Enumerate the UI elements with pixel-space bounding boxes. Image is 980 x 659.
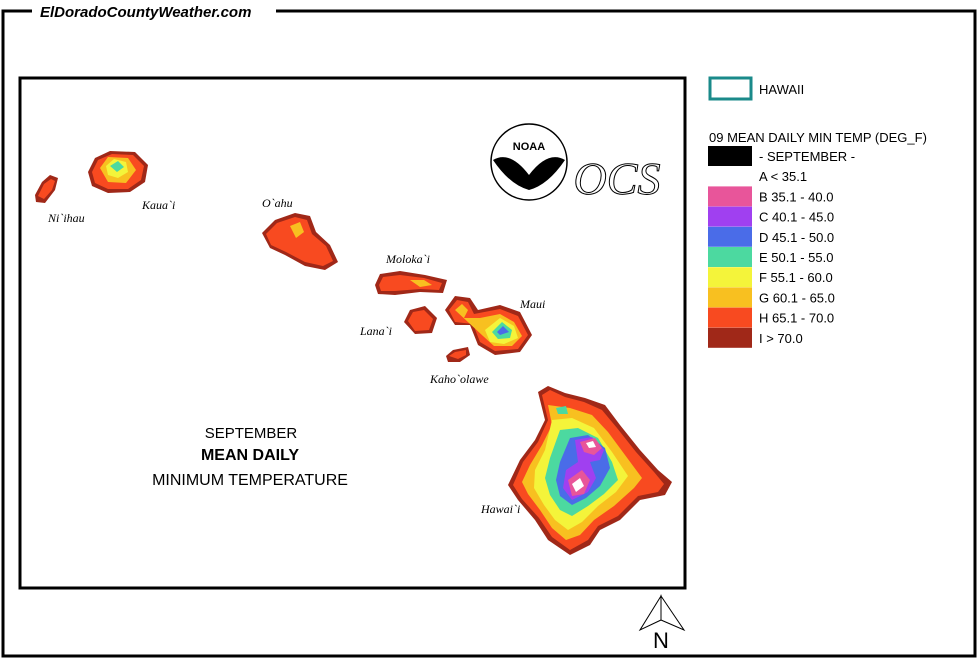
island bbox=[572, 478, 584, 492]
legend-swatch bbox=[708, 186, 752, 207]
legend-swatch bbox=[708, 166, 752, 187]
island bbox=[379, 275, 442, 291]
island bbox=[497, 326, 509, 335]
region-label: HAWAII bbox=[759, 82, 804, 97]
island bbox=[408, 310, 433, 331]
island bbox=[110, 161, 124, 172]
legend-label: - SEPTEMBER - bbox=[759, 149, 855, 164]
island-label: Hawai`i bbox=[480, 502, 520, 516]
island-label: Maui bbox=[519, 297, 545, 311]
island bbox=[586, 441, 596, 448]
legend-title: 09 MEAN DAILY MIN TEMP (DEG_F) bbox=[709, 130, 927, 145]
noaa-bird bbox=[493, 157, 565, 190]
legend-swatch bbox=[708, 287, 752, 308]
legend-swatch bbox=[708, 146, 752, 166]
island-label: Lana`i bbox=[359, 324, 392, 338]
noaa-logo bbox=[490, 123, 568, 201]
legend-swatch bbox=[708, 327, 752, 348]
map-title-line: MINIMUM TEMPERATURE bbox=[152, 472, 348, 489]
island-label: Ni`ihau bbox=[47, 211, 85, 225]
map-title-line: MEAN DAILY bbox=[201, 447, 299, 464]
island bbox=[290, 222, 304, 238]
legend-swatch bbox=[708, 307, 752, 328]
island-label: Kaua`i bbox=[141, 198, 175, 212]
island-label: O`ahu bbox=[262, 196, 293, 210]
legend: - SEPTEMBER - A < 35.1 B 35.1 - 40.0 C 40.1… bbox=[708, 146, 855, 348]
island bbox=[410, 280, 432, 287]
north-arrow bbox=[638, 594, 662, 632]
legend-swatch bbox=[708, 206, 752, 227]
legend-label: D 45.1 - 50.0 bbox=[759, 230, 834, 245]
title-backdrop bbox=[32, 2, 276, 22]
island-label: Kaho`olawe bbox=[429, 372, 489, 386]
legend-label: A < 35.1 bbox=[759, 169, 807, 184]
islands bbox=[35, 151, 672, 555]
island bbox=[556, 406, 568, 414]
noaa-text: NOAA bbox=[513, 141, 545, 153]
north-arrow bbox=[660, 594, 686, 632]
legend-label: H 65.1 - 70.0 bbox=[759, 311, 834, 326]
site-title: ElDoradoCountyWeather.com bbox=[40, 4, 251, 21]
north-label: N bbox=[653, 628, 669, 653]
island bbox=[38, 179, 55, 199]
ocs-logo: OCS bbox=[574, 153, 661, 204]
legend-label: C 40.1 - 45.0 bbox=[759, 210, 834, 225]
island-label: Moloka`i bbox=[385, 252, 430, 266]
region-swatch bbox=[708, 76, 753, 101]
map-title-line: SEPTEMBER bbox=[205, 425, 298, 442]
legend-label: E 50.1 - 55.0 bbox=[759, 250, 833, 265]
legend-swatch bbox=[708, 226, 752, 247]
island bbox=[266, 217, 333, 266]
legend-label: F 55.1 - 60.0 bbox=[759, 270, 833, 285]
legend-swatch bbox=[708, 267, 752, 288]
legend-label: G 60.1 - 65.0 bbox=[759, 290, 835, 305]
legend-label: B 35.1 - 40.0 bbox=[759, 189, 833, 204]
legend-swatch bbox=[708, 247, 752, 267]
outer-frame bbox=[1, 9, 977, 658]
legend-label: I > 70.0 bbox=[759, 331, 803, 346]
island bbox=[449, 350, 466, 359]
